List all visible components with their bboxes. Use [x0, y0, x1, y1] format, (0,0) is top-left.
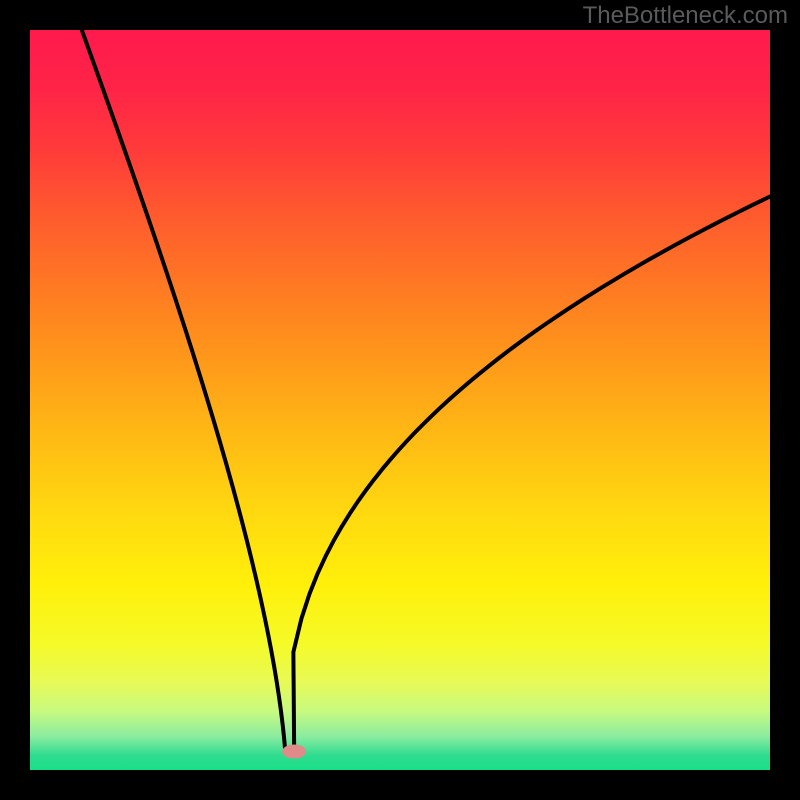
border-left: [0, 0, 30, 800]
border-bottom: [0, 770, 800, 800]
chart-svg: [0, 0, 800, 800]
plot-background: [30, 30, 770, 770]
watermark-text: TheBottleneck.com: [583, 2, 788, 30]
optimal-point-marker: [282, 745, 306, 759]
border-right: [770, 0, 800, 800]
chart-container: TheBottleneck.com: [0, 0, 800, 800]
